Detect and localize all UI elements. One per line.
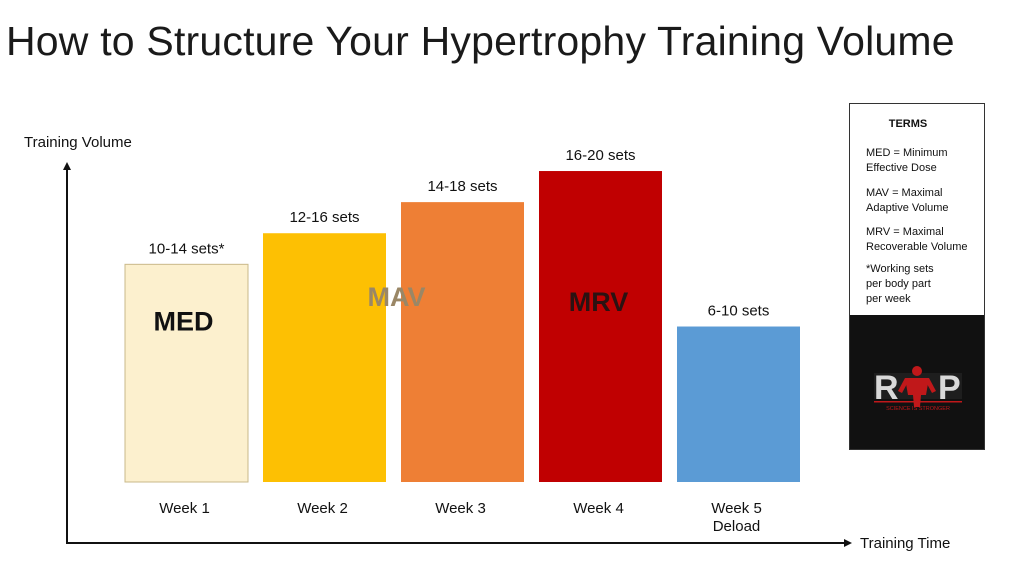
bar-value-label: 6-10 sets (708, 303, 770, 320)
term-mrv: MRV = Maximal Recoverable Volume (866, 225, 984, 255)
page-title: How to Structure Your Hypertrophy Traini… (6, 18, 955, 64)
term-line: MED = Minimum (866, 147, 948, 159)
week-label: Deload (713, 518, 761, 535)
term-med: MED = Minimum Effective Dose (866, 146, 984, 176)
week-label: Week 4 (573, 500, 624, 517)
bar-1 (124, 263, 249, 483)
bars-layer (124, 171, 800, 483)
bar-value-label: 14-18 sets (427, 178, 497, 195)
y-axis-label: Training Volume (24, 134, 132, 151)
term-footnote: *Working sets per body part per week (866, 262, 984, 307)
term-line: Adaptive Volume (866, 202, 949, 214)
x-axis-label: Training Time (860, 535, 950, 552)
term-line: MRV = Maximal (866, 226, 944, 238)
terms-title: TERMS (888, 118, 928, 130)
term-line: MAV = Maximal (866, 187, 943, 199)
bar-4 (539, 171, 662, 482)
bar-5 (677, 326, 800, 482)
term-line: Effective Dose (866, 162, 937, 174)
bar-value-label: 16-20 sets (565, 147, 635, 164)
term-line: per body part (866, 278, 931, 290)
term-line: Recoverable Volume (866, 241, 968, 253)
bar-2 (263, 233, 386, 482)
term-line: per week (866, 293, 911, 305)
week-label: Week 1 (159, 500, 210, 517)
week-label: Week 5 (711, 500, 762, 517)
term-line: *Working sets (866, 263, 934, 275)
logo-letter-r: R (874, 369, 899, 407)
bar-3 (401, 202, 524, 482)
term-mav: MAV = Maximal Adaptive Volume (866, 186, 984, 216)
bar-value-label: 10-14 sets* (149, 240, 225, 257)
zone-label-mrv: MRV (569, 287, 629, 317)
bar-value-label: 12-16 sets (289, 209, 359, 226)
athlete-figure-icon (898, 366, 936, 407)
week-label: Week 3 (435, 500, 486, 517)
logo-letter-p: P (938, 369, 961, 407)
zone-label-mav: MAV (368, 282, 426, 312)
zone-label-med: MED (154, 306, 214, 336)
rp-logo: R P SCIENCE IS STRONGER (874, 366, 962, 412)
labels-layer: 10-14 sets* Week 1 12-16 sets Week 2 14-18 s… (149, 147, 770, 535)
logo-panel: R P SCIENCE IS STRONGER (850, 315, 984, 449)
logo-tagline: SCIENCE IS STRONGER (886, 406, 950, 412)
week-label: Week 2 (297, 500, 348, 517)
zones-layer: MED MAV MRV (154, 282, 629, 336)
terms-legend: TERMS MED = Minimum Effective Dose MAV =… (849, 103, 985, 450)
